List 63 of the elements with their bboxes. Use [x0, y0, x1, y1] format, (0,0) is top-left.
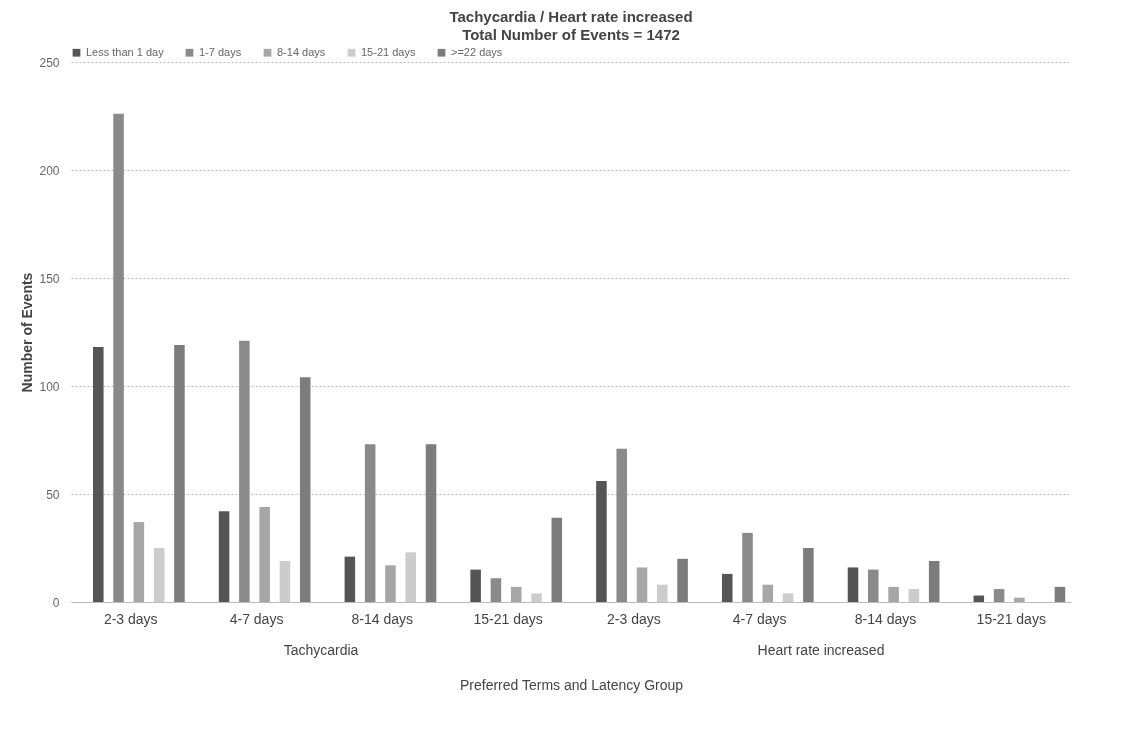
bar [490, 578, 502, 602]
y-tick-label: 150 [39, 271, 60, 286]
bar [470, 569, 481, 602]
bar [279, 560, 291, 602]
chart-title: Tachycardia / Heart rate increased [449, 8, 693, 25]
y-tick-label: 100 [39, 379, 60, 394]
text: Tachycardia [283, 642, 359, 658]
x-tick-label: 15-21 days [473, 610, 543, 627]
y-tick-label: 200 [39, 163, 60, 178]
x-tick-label: 4-7 days [732, 610, 787, 627]
x-tick-label: 8-14 days [351, 610, 414, 627]
bar [1054, 586, 1066, 602]
bar [510, 586, 522, 602]
y-axis-title: Number of Events [19, 272, 36, 393]
bar [531, 593, 542, 602]
chart-subtitle: Total Number of Events = 1472 [462, 26, 680, 43]
x-axis-title: Preferred Terms and Latency Group [459, 676, 684, 693]
bar [385, 565, 396, 602]
bar [762, 584, 774, 602]
bar [425, 444, 437, 602]
y-tick-label: 50 [46, 487, 60, 502]
bar [657, 584, 668, 602]
bar [344, 556, 356, 602]
y-tick-label: 0 [52, 595, 60, 610]
bar [113, 113, 124, 602]
bar [133, 522, 145, 602]
bar [888, 586, 899, 602]
bar [218, 511, 230, 602]
legend-label: 15-21 days [361, 45, 416, 58]
bar [616, 448, 627, 602]
bar [908, 589, 920, 602]
bar [677, 558, 688, 602]
bar [993, 589, 1005, 602]
text: Heart rate increased [757, 642, 885, 658]
bar [153, 548, 165, 602]
bar [299, 377, 311, 602]
bar [596, 481, 607, 602]
bar [239, 340, 250, 602]
bar [847, 567, 859, 602]
legend-label: 8-14 days [277, 45, 326, 58]
bar [259, 506, 270, 602]
bar [551, 517, 563, 602]
x-tick-label: 2-3 days [103, 610, 158, 627]
bar [782, 593, 794, 602]
bar [405, 552, 416, 602]
bar [742, 532, 753, 602]
bar [928, 560, 940, 602]
x-tick-label: 2-3 days [607, 610, 661, 627]
x-tick-label: 4-7 days [229, 610, 284, 627]
x-tick-label: 15-21 days [976, 610, 1046, 627]
bar [803, 548, 814, 602]
legend-label: >=22 days [451, 45, 503, 58]
bar [93, 347, 104, 602]
x-tick-label: 8-14 days [854, 610, 917, 627]
bar [636, 567, 648, 602]
bar [721, 573, 733, 602]
bar [868, 569, 879, 602]
legend-label: 1-7 days [199, 45, 242, 58]
bar [364, 444, 376, 602]
legend-label: Less than 1 day [86, 45, 165, 58]
y-tick-label: 250 [39, 55, 60, 70]
bar [174, 344, 185, 602]
bar [1014, 597, 1025, 602]
